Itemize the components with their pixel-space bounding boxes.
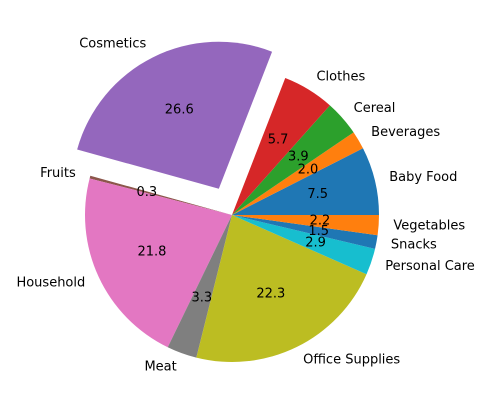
pie-slices bbox=[77, 41, 379, 362]
slice-value-cereal: 3.9 bbox=[288, 149, 309, 164]
slice-label-beverages: Beverages bbox=[371, 125, 440, 140]
slice-label-snacks: Snacks bbox=[391, 237, 437, 252]
slice-value-fruits: 0.3 bbox=[136, 185, 157, 200]
slice-vegetables bbox=[232, 215, 379, 236]
slice-label-office-supplies: Office Supplies bbox=[303, 353, 400, 368]
pie-labels: Baby Food 7.5 Beverages 2.0 Cereal 3.9 Clothes… bbox=[16, 37, 474, 375]
slice-label-clothes: Clothes bbox=[316, 70, 365, 85]
slice-cosmetics bbox=[77, 41, 273, 189]
slice-label-personal-care: Personal Care bbox=[385, 259, 475, 274]
slice-household bbox=[85, 178, 232, 348]
slice-value-meat: 3.3 bbox=[192, 290, 213, 305]
slice-beverages bbox=[232, 132, 363, 215]
slice-clothes bbox=[232, 77, 330, 215]
slice-value-cosmetics: 26.6 bbox=[165, 102, 194, 117]
slice-value-household: 21.8 bbox=[137, 245, 166, 260]
slice-value-personal-care: 2.9 bbox=[305, 236, 326, 251]
slice-personal-care bbox=[232, 215, 376, 275]
slice-label-fruits: Fruits bbox=[40, 166, 76, 181]
slice-value-beverages: 2.0 bbox=[298, 163, 319, 178]
slice-cereal bbox=[232, 105, 354, 215]
slice-value-clothes: 5.7 bbox=[268, 132, 289, 147]
slice-meat bbox=[167, 215, 232, 358]
slice-value-office-supplies: 22.3 bbox=[256, 287, 285, 302]
slice-label-cosmetics: Cosmetics bbox=[79, 37, 146, 52]
slice-label-vegetables: Vegetables bbox=[393, 219, 465, 234]
slice-snacks bbox=[232, 215, 378, 249]
slice-baby-food bbox=[232, 148, 379, 215]
slice-label-cereal: Cereal bbox=[354, 101, 396, 116]
slice-value-baby-food: 7.5 bbox=[307, 187, 328, 202]
slice-office-supplies bbox=[196, 215, 367, 362]
slice-value-snacks: 1.5 bbox=[308, 224, 329, 239]
slice-value-vegetables: 2.2 bbox=[310, 214, 331, 229]
slice-label-baby-food: Baby Food bbox=[389, 170, 457, 185]
slice-label-meat: Meat bbox=[144, 359, 176, 374]
slice-fruits bbox=[89, 175, 232, 215]
slice-label-household: Household bbox=[16, 275, 85, 290]
